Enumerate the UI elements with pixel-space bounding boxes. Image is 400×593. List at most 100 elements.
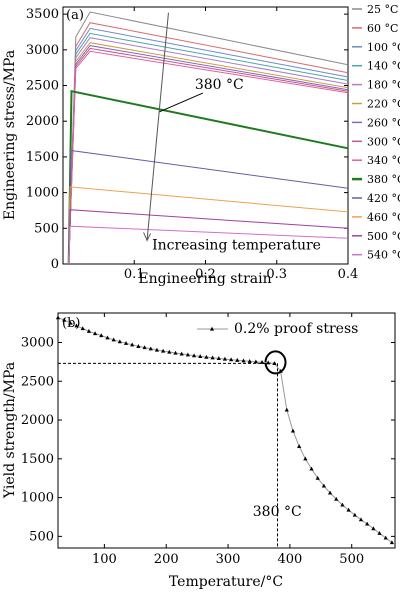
panel-b-plot-frame: [57, 312, 396, 549]
y-tick-label: 3000: [21, 335, 54, 350]
y-tick-label: 3000: [26, 43, 59, 58]
proof-stress-point: [173, 350, 178, 355]
proof-stress-point: [383, 535, 388, 540]
proof-stress-point: [161, 348, 166, 353]
panel-b-x-ticks: 100 200 300 400 500: [92, 313, 364, 567]
y-tick-label: 3500: [26, 7, 59, 22]
x-tick-label: 0.1: [124, 267, 145, 282]
proof-stress-point: [148, 346, 153, 351]
x-tick-label: 0.4: [338, 267, 359, 282]
panel-a-x-axis-label: Engineering strain: [138, 271, 271, 287]
y-tick-label: 1500: [21, 452, 54, 467]
proof-stress-point: [74, 323, 79, 328]
legend-label-4: 140 °C: [367, 60, 400, 73]
panel-b-y-ticks: 500 1000 1500 2000 2500 3000: [21, 335, 395, 544]
proof-stress-point: [99, 333, 104, 338]
proof-stress-point: [377, 530, 382, 535]
x-tick-label: 200: [154, 552, 179, 567]
panel-b: (b) 100 200 300 400 500 50010001500200025003…: [2, 312, 396, 590]
x-tick-label: 500: [339, 552, 364, 567]
proof-stress-point: [167, 349, 172, 354]
legend-label-10: 380 °C: [367, 173, 400, 186]
panel-a: (a) 0.1 0.2 0.3 0.4 0 500 1000 1500 2000 2500 300…: [2, 3, 400, 287]
legend-label-7: 260 °C: [367, 116, 400, 129]
annotation-increasing-temperature: Increasing temperature: [152, 238, 321, 254]
y-tick-label: 1000: [21, 491, 54, 506]
proof-stress-point: [136, 344, 141, 348]
proof-stress-point: [123, 340, 129, 345]
proof-stress-point: [198, 354, 203, 359]
proof-stress-point: [334, 496, 339, 501]
proof-stress-point: [247, 359, 252, 363]
x-tick-label: 100: [92, 552, 117, 567]
panel-b-series: [55, 315, 395, 545]
panel-a-y-axis-label: Engineering stress/MPa: [2, 50, 18, 220]
legend-label: 0.2% proof stress: [234, 321, 358, 337]
legend-label-11: 420 °C: [367, 192, 400, 205]
proof-stress-point: [86, 328, 92, 333]
proof-stress-point: [389, 540, 395, 545]
proof-stress-point: [358, 517, 364, 522]
proof-stress-line: [57, 317, 393, 543]
panel-a-y-ticks: 0 500 1000 1500 2000 2500 3000 3500: [26, 7, 348, 272]
proof-stress-point: [222, 356, 228, 361]
proof-stress-point: [62, 317, 67, 322]
proof-stress-point: [327, 490, 333, 495]
y-tick-label: 2000: [21, 413, 54, 428]
proof-stress-point: [340, 502, 345, 507]
proof-stress-point: [179, 351, 184, 356]
legend-marker-swatch: [209, 326, 215, 331]
proof-stress-point: [371, 526, 376, 531]
x-tick-label: 0.2: [195, 267, 216, 282]
proof-stress-point: [204, 354, 209, 359]
proof-stress-point: [321, 483, 326, 488]
panel-a-x-ticks: 0.1 0.2 0.3 0.4: [124, 7, 358, 282]
y-tick-label: 2000: [26, 114, 59, 129]
y-tick-label: 2500: [26, 79, 59, 94]
legend-label-2: 60 °C: [367, 22, 398, 35]
panel-a-annotations: 380 °C Increasing temperature: [143, 12, 321, 254]
proof-stress-point: [241, 358, 246, 363]
proof-stress-point: [272, 361, 277, 366]
proof-stress-point: [117, 339, 122, 344]
panel-b-legend: 0.2% proof stress: [197, 321, 358, 337]
proof-stress-point: [266, 360, 271, 365]
annotation-380c: 380 °C: [195, 77, 244, 93]
y-tick-label: 0: [51, 257, 59, 272]
curve-6: [68, 42, 349, 265]
proof-stress-point: [210, 355, 215, 360]
panel-b-reference-lines: [58, 350, 287, 548]
curve-1: [68, 11, 349, 265]
legend-label-12: 460 °C: [367, 211, 400, 224]
proof-stress-point: [185, 352, 190, 357]
proof-stress-point: [235, 357, 240, 362]
legend-label-14: 540 °C: [367, 249, 400, 262]
proof-stress-point: [111, 337, 116, 342]
proof-stress-point: [290, 428, 296, 433]
panel-a-curves: [67, 11, 349, 265]
panel-b-y-axis-label: Yield strength/MPa: [2, 362, 18, 499]
annotation-380c: 380 °C: [253, 504, 302, 520]
y-tick-label: 2500: [21, 374, 54, 389]
proof-stress-point: [229, 357, 234, 362]
proof-stress-point: [93, 331, 98, 336]
annotation-380c-pointer: [158, 92, 204, 113]
curve-9: [68, 50, 349, 265]
proof-stress-point: [68, 320, 73, 325]
proof-stress-point: [303, 456, 308, 461]
legend-label-6: 220 °C: [367, 98, 400, 111]
y-tick-label: 500: [34, 221, 59, 236]
x-tick-label: 400: [277, 552, 302, 567]
legend-label-9: 340 °C: [367, 154, 400, 167]
panel-b-annotations: 380 °C: [253, 504, 302, 520]
panel-a-legend: 25 °C 60 °C 100 °C 140 °C 180 °C 220 °C 260 °C…: [352, 3, 400, 262]
proof-stress-point: [259, 359, 265, 364]
proof-stress-point: [352, 512, 357, 517]
legend-label-3: 100 °C: [367, 41, 400, 54]
proof-stress-point: [130, 342, 135, 347]
panel-a-label: (a): [66, 8, 84, 23]
proof-stress-point: [191, 353, 197, 358]
proof-stress-point: [309, 466, 314, 471]
increasing-temperature-arrow: [146, 12, 169, 241]
proof-stress-point: [105, 335, 110, 340]
